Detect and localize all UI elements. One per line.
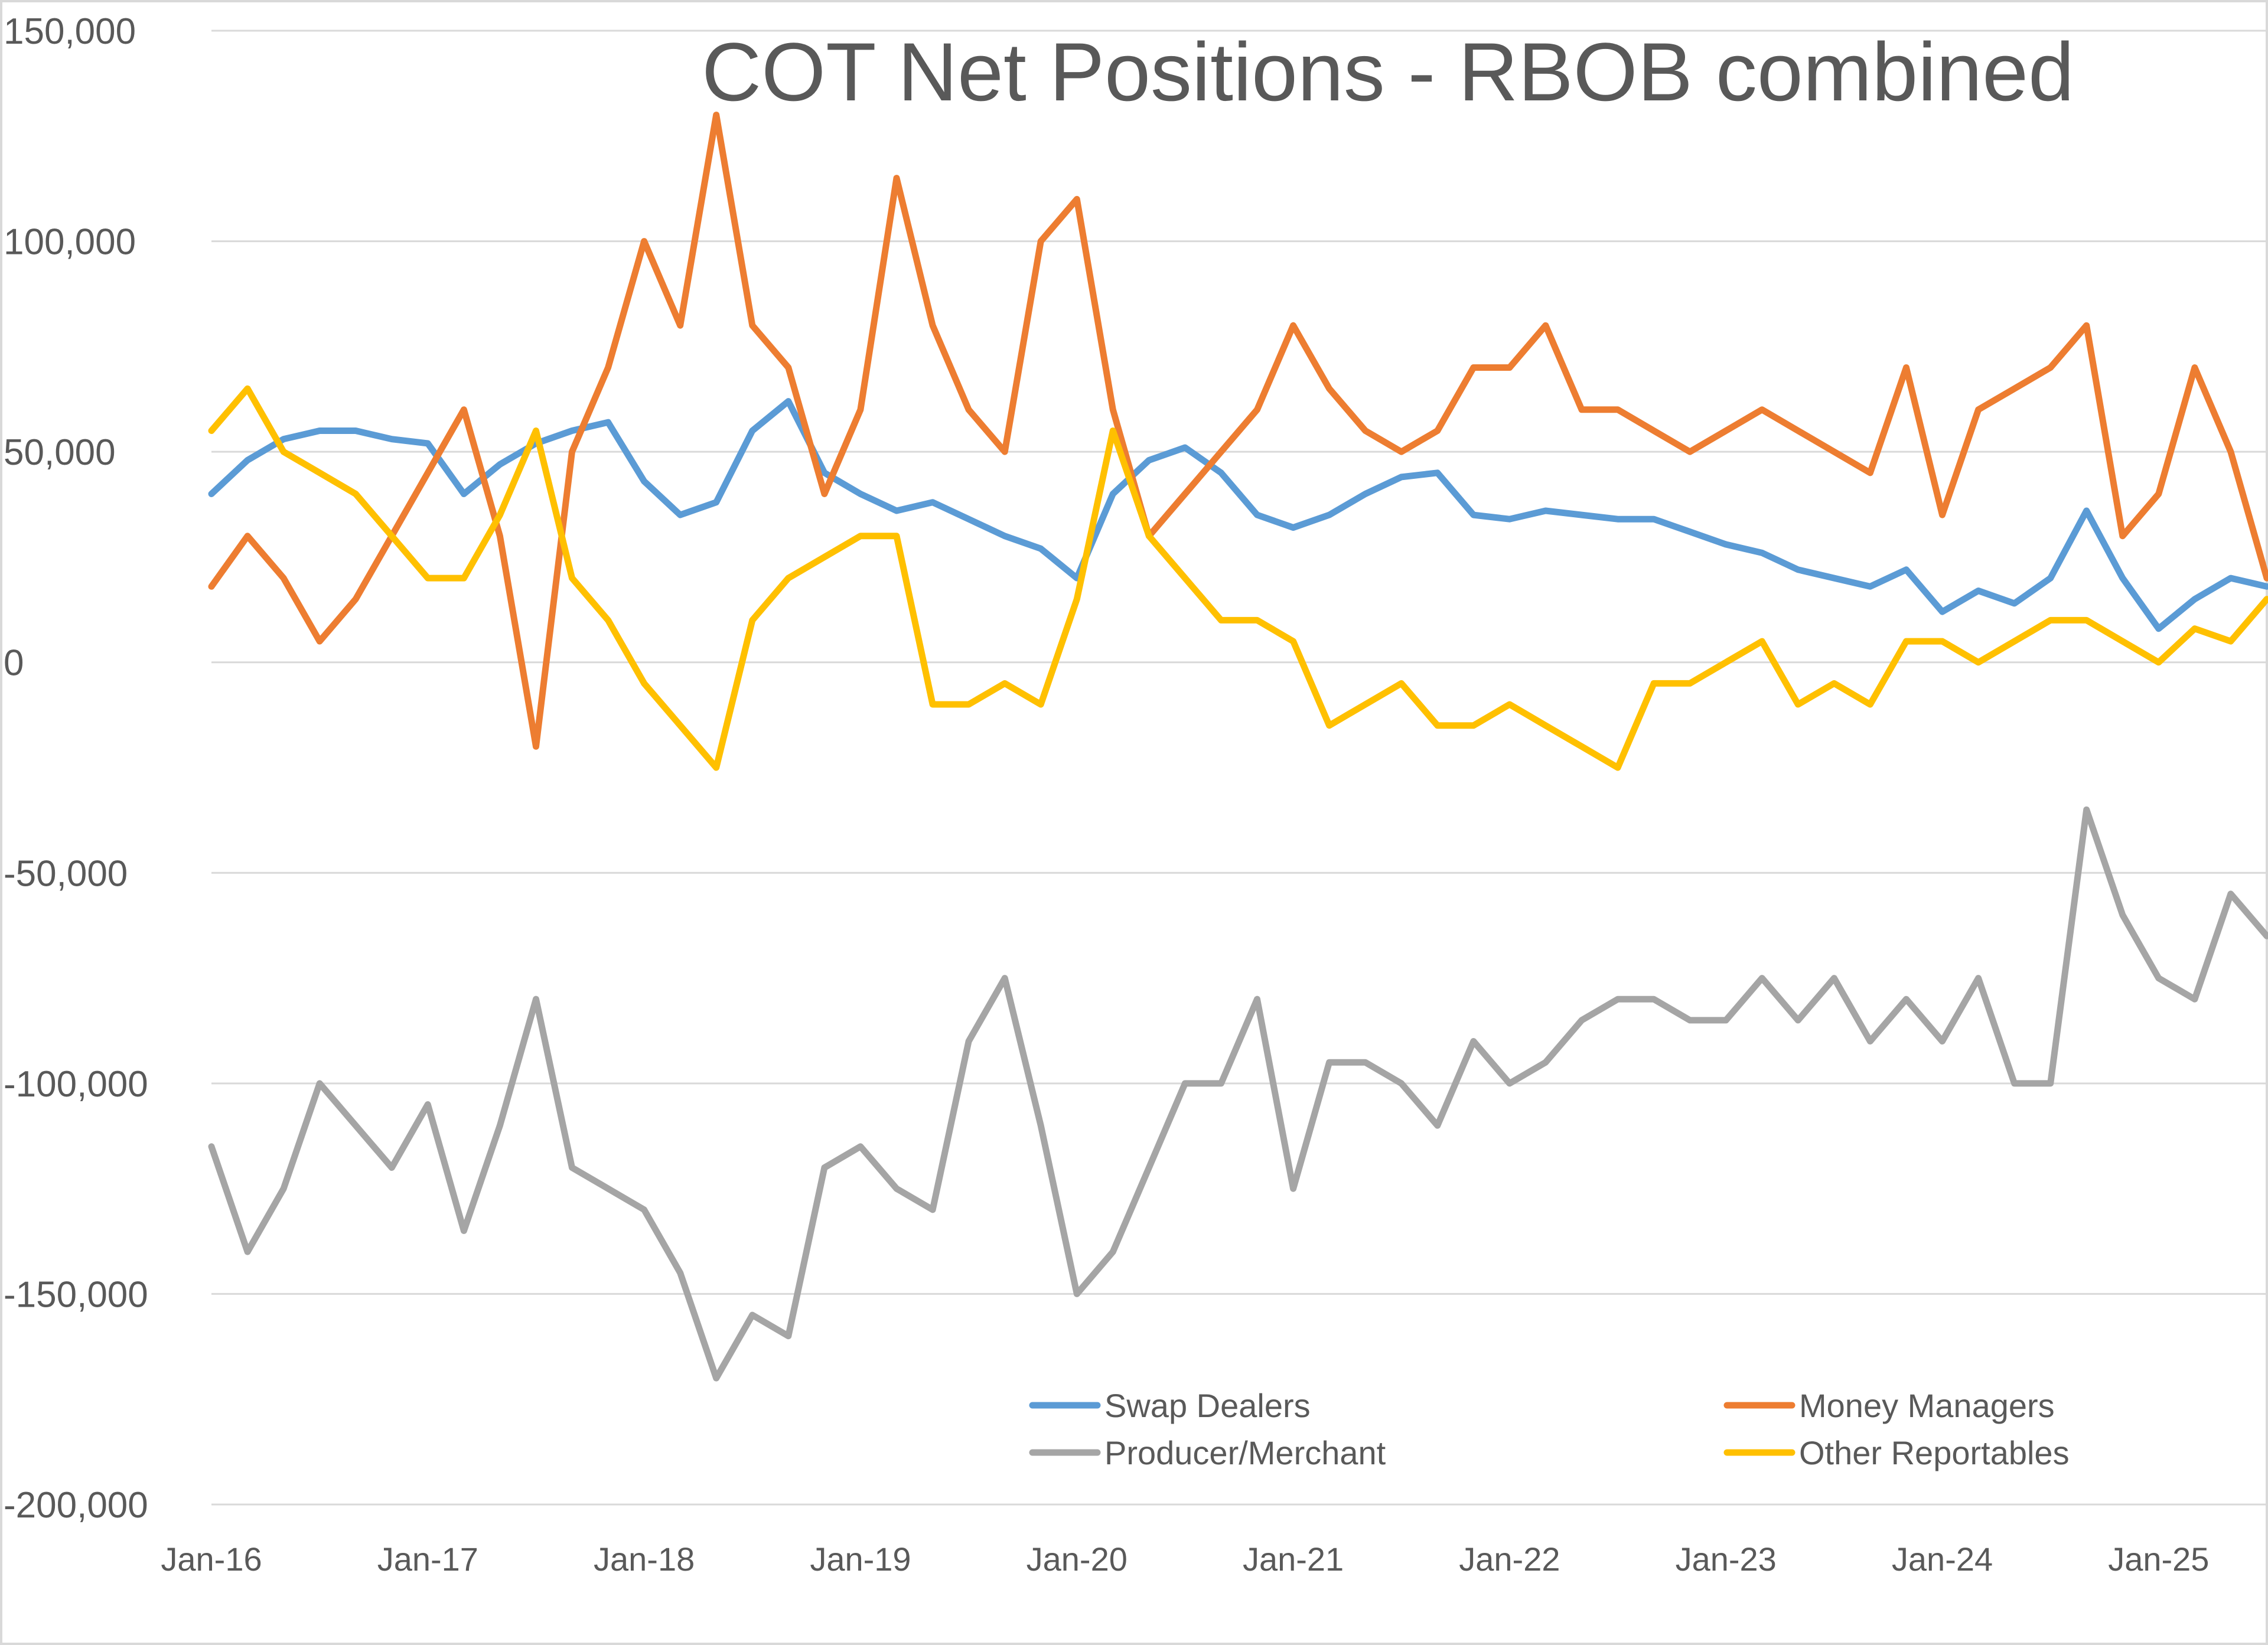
legend: Swap Dealers Money Managers Producer/Merch… (1029, 1387, 2070, 1471)
y-tick-label: 0 (4, 643, 24, 684)
x-tick-label: Jan-16 (161, 1540, 262, 1578)
legend-label: Money Managers (1799, 1387, 2055, 1424)
legend-label: Producer/Merchant (1104, 1434, 1386, 1471)
y-tick-label: 50,000 (4, 432, 116, 473)
y-tick-label: -100,000 (4, 1064, 148, 1105)
series-lines (208, 112, 2268, 1382)
series-line-swap-dealers (208, 398, 2268, 632)
chart-title: COT Net Positions - RBOB combined (702, 25, 2074, 118)
y-tick-label: -150,000 (4, 1274, 148, 1315)
x-tick-label: Jan-17 (377, 1540, 478, 1578)
y-tick-label: -200,000 (4, 1485, 148, 1526)
series-line-other-reportables (208, 385, 2268, 771)
x-axis-tick-labels: Jan-16 Jan-17 Jan-18 Jan-19 Jan-20 Jan-21 Jan-… (161, 1540, 2209, 1578)
y-tick-label: -50,000 (4, 853, 128, 894)
x-tick-label: Jan-22 (1459, 1540, 1560, 1578)
grid-lines (211, 30, 2267, 1506)
legend-label: Swap Dealers (1104, 1387, 1311, 1424)
legend-label: Other Reportables (1799, 1434, 2070, 1471)
x-tick-label: Jan-21 (1243, 1540, 1344, 1578)
x-tick-label: Jan-19 (810, 1540, 911, 1578)
x-tick-label: Jan-25 (2108, 1540, 2209, 1578)
x-tick-label: Jan-20 (1027, 1540, 1128, 1578)
y-tick-label: 150,000 (4, 11, 136, 52)
y-axis-tick-labels: 150,000 100,000 50,000 0 -50,000 -100,000 -150… (4, 11, 148, 1526)
x-tick-label: Jan-18 (594, 1540, 695, 1578)
y-tick-label: 100,000 (4, 222, 136, 263)
x-tick-label: Jan-23 (1676, 1540, 1777, 1578)
series-line-money-managers (208, 112, 2268, 750)
series-line-producer-merchant (208, 806, 2268, 1382)
x-tick-label: Jan-24 (1892, 1540, 1993, 1578)
